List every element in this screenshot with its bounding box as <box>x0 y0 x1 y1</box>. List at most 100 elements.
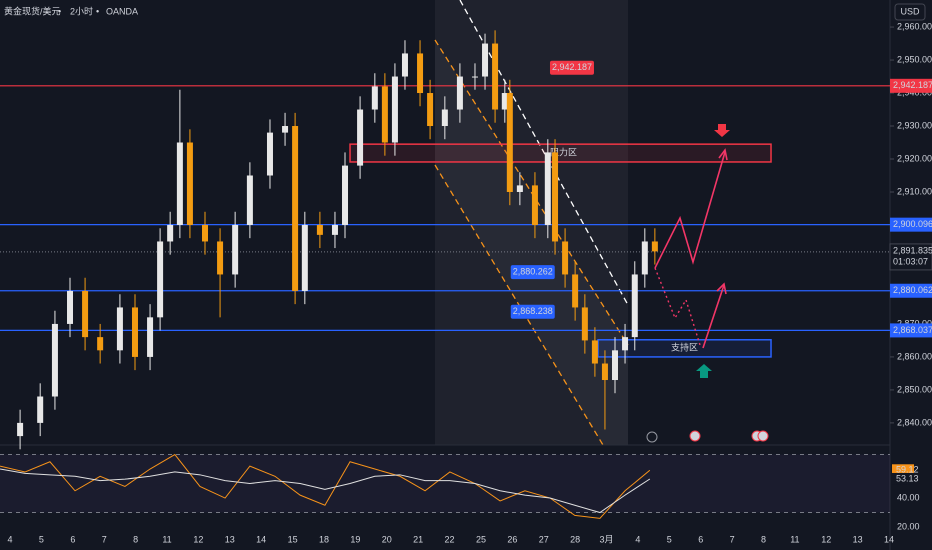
plot: 2,840.000 2,850.000 2,860.000 2,870.000 2,88… <box>0 21 932 544</box>
x-tick-label: 12 <box>193 534 203 544</box>
y-tick-label: 40.00 <box>897 492 920 502</box>
price-tag-label: 2,868.238 <box>513 306 553 316</box>
candle-body <box>37 396 44 423</box>
y-tick-label: 2,850.000 <box>897 384 932 394</box>
projection-path <box>702 284 725 349</box>
y-tick-label: 2,960.000 <box>897 21 932 31</box>
channel-fill <box>435 40 628 445</box>
candle-body <box>292 126 299 291</box>
candle-body <box>157 241 164 318</box>
candle-body <box>201 224 208 242</box>
y-tick-label: 2,840.000 <box>897 417 932 427</box>
x-tick-label: 14 <box>256 534 266 544</box>
candle-body <box>131 307 138 357</box>
interval: 2小时 <box>70 5 93 16</box>
zone <box>349 143 772 163</box>
level-tag <box>890 283 932 298</box>
current-price-label: 2,891.835 <box>893 245 932 255</box>
level-label: 2,942.187 <box>893 80 932 90</box>
x-tick-label: 5 <box>39 534 44 544</box>
x-tick-label: 6 <box>698 534 703 544</box>
x-tick-label: 28 <box>570 534 580 544</box>
candle-body <box>186 142 193 225</box>
candle-body <box>506 93 513 192</box>
y-tick-label: 2,860.000 <box>897 351 932 361</box>
candle-body <box>482 43 489 77</box>
candle-body <box>97 337 104 351</box>
candle-body <box>316 224 323 235</box>
candle-body <box>417 53 424 94</box>
candle-body <box>456 76 463 110</box>
currency[interactable]: USD <box>900 6 920 16</box>
separator: • <box>96 6 99 16</box>
candle-body <box>641 241 648 275</box>
x-tick-label: 3月 <box>600 534 614 544</box>
candle-body <box>17 422 24 437</box>
price-tag <box>510 265 555 280</box>
x-tick-label: 20 <box>382 534 392 544</box>
candle-body <box>531 185 538 225</box>
level-label: 2,900.096 <box>893 219 932 229</box>
channel-line <box>434 39 629 346</box>
y-tick-label: 20.00 <box>897 521 920 531</box>
x-tick-label: 13 <box>853 534 863 544</box>
y-tick-label: 2,930.000 <box>897 120 932 130</box>
event-icon <box>646 431 658 443</box>
event-icon <box>757 430 769 442</box>
x-tick-label: 6 <box>70 534 75 544</box>
y-tick-label: 2,950.000 <box>897 54 932 64</box>
level-tag <box>890 217 932 232</box>
price-tag <box>510 304 555 319</box>
candle-body <box>427 93 434 127</box>
rsi-line <box>0 468 651 514</box>
x-tick-label: 25 <box>476 534 486 544</box>
candle-body <box>282 126 289 133</box>
candle-body <box>651 241 658 252</box>
x-tick-label: 19 <box>350 534 360 544</box>
candle-body <box>147 317 154 357</box>
x-tick-label: 14 <box>884 534 894 544</box>
candle-body <box>552 152 559 242</box>
candle-body <box>581 307 588 341</box>
candle-body <box>167 224 174 242</box>
up-arrow <box>696 364 712 378</box>
x-tick-label: 8 <box>761 534 766 544</box>
candle-body <box>492 43 499 110</box>
zone <box>597 339 772 358</box>
candle-body <box>401 53 408 77</box>
candle-body <box>516 185 523 192</box>
candle-body <box>301 224 308 291</box>
x-tick-label: 22 <box>445 534 455 544</box>
x-tick-label: 4 <box>635 534 640 544</box>
price-tag <box>549 60 594 75</box>
price-tag-label: 2,942.187 <box>552 62 592 72</box>
event-icon <box>689 430 701 442</box>
highlight-range <box>435 0 628 445</box>
candle-body <box>562 241 569 275</box>
candle-body <box>82 290 89 338</box>
x-tick-label: 18 <box>319 534 329 544</box>
separator: • <box>58 6 61 16</box>
candle-body <box>391 76 398 143</box>
channel-line <box>459 0 629 306</box>
candle-body <box>342 165 349 225</box>
candle-body <box>116 307 123 351</box>
candle-body <box>631 274 638 338</box>
x-tick-label: 13 <box>225 534 235 544</box>
zone-label: 阻力区 <box>550 146 577 157</box>
candle-body <box>51 323 58 397</box>
currency-button[interactable] <box>894 3 926 21</box>
source: OANDA <box>106 6 138 16</box>
candle-body <box>217 241 224 275</box>
countdown: 01:03:07 <box>893 256 928 266</box>
projection-path <box>654 151 726 269</box>
rsi-band <box>0 454 890 513</box>
candle-body <box>611 350 618 381</box>
candle-body <box>441 109 448 127</box>
candle-body <box>572 274 579 308</box>
x-tick-label: 5 <box>667 534 672 544</box>
candle-body <box>601 363 608 381</box>
arrow-head <box>718 148 728 161</box>
candle-body <box>246 175 253 225</box>
